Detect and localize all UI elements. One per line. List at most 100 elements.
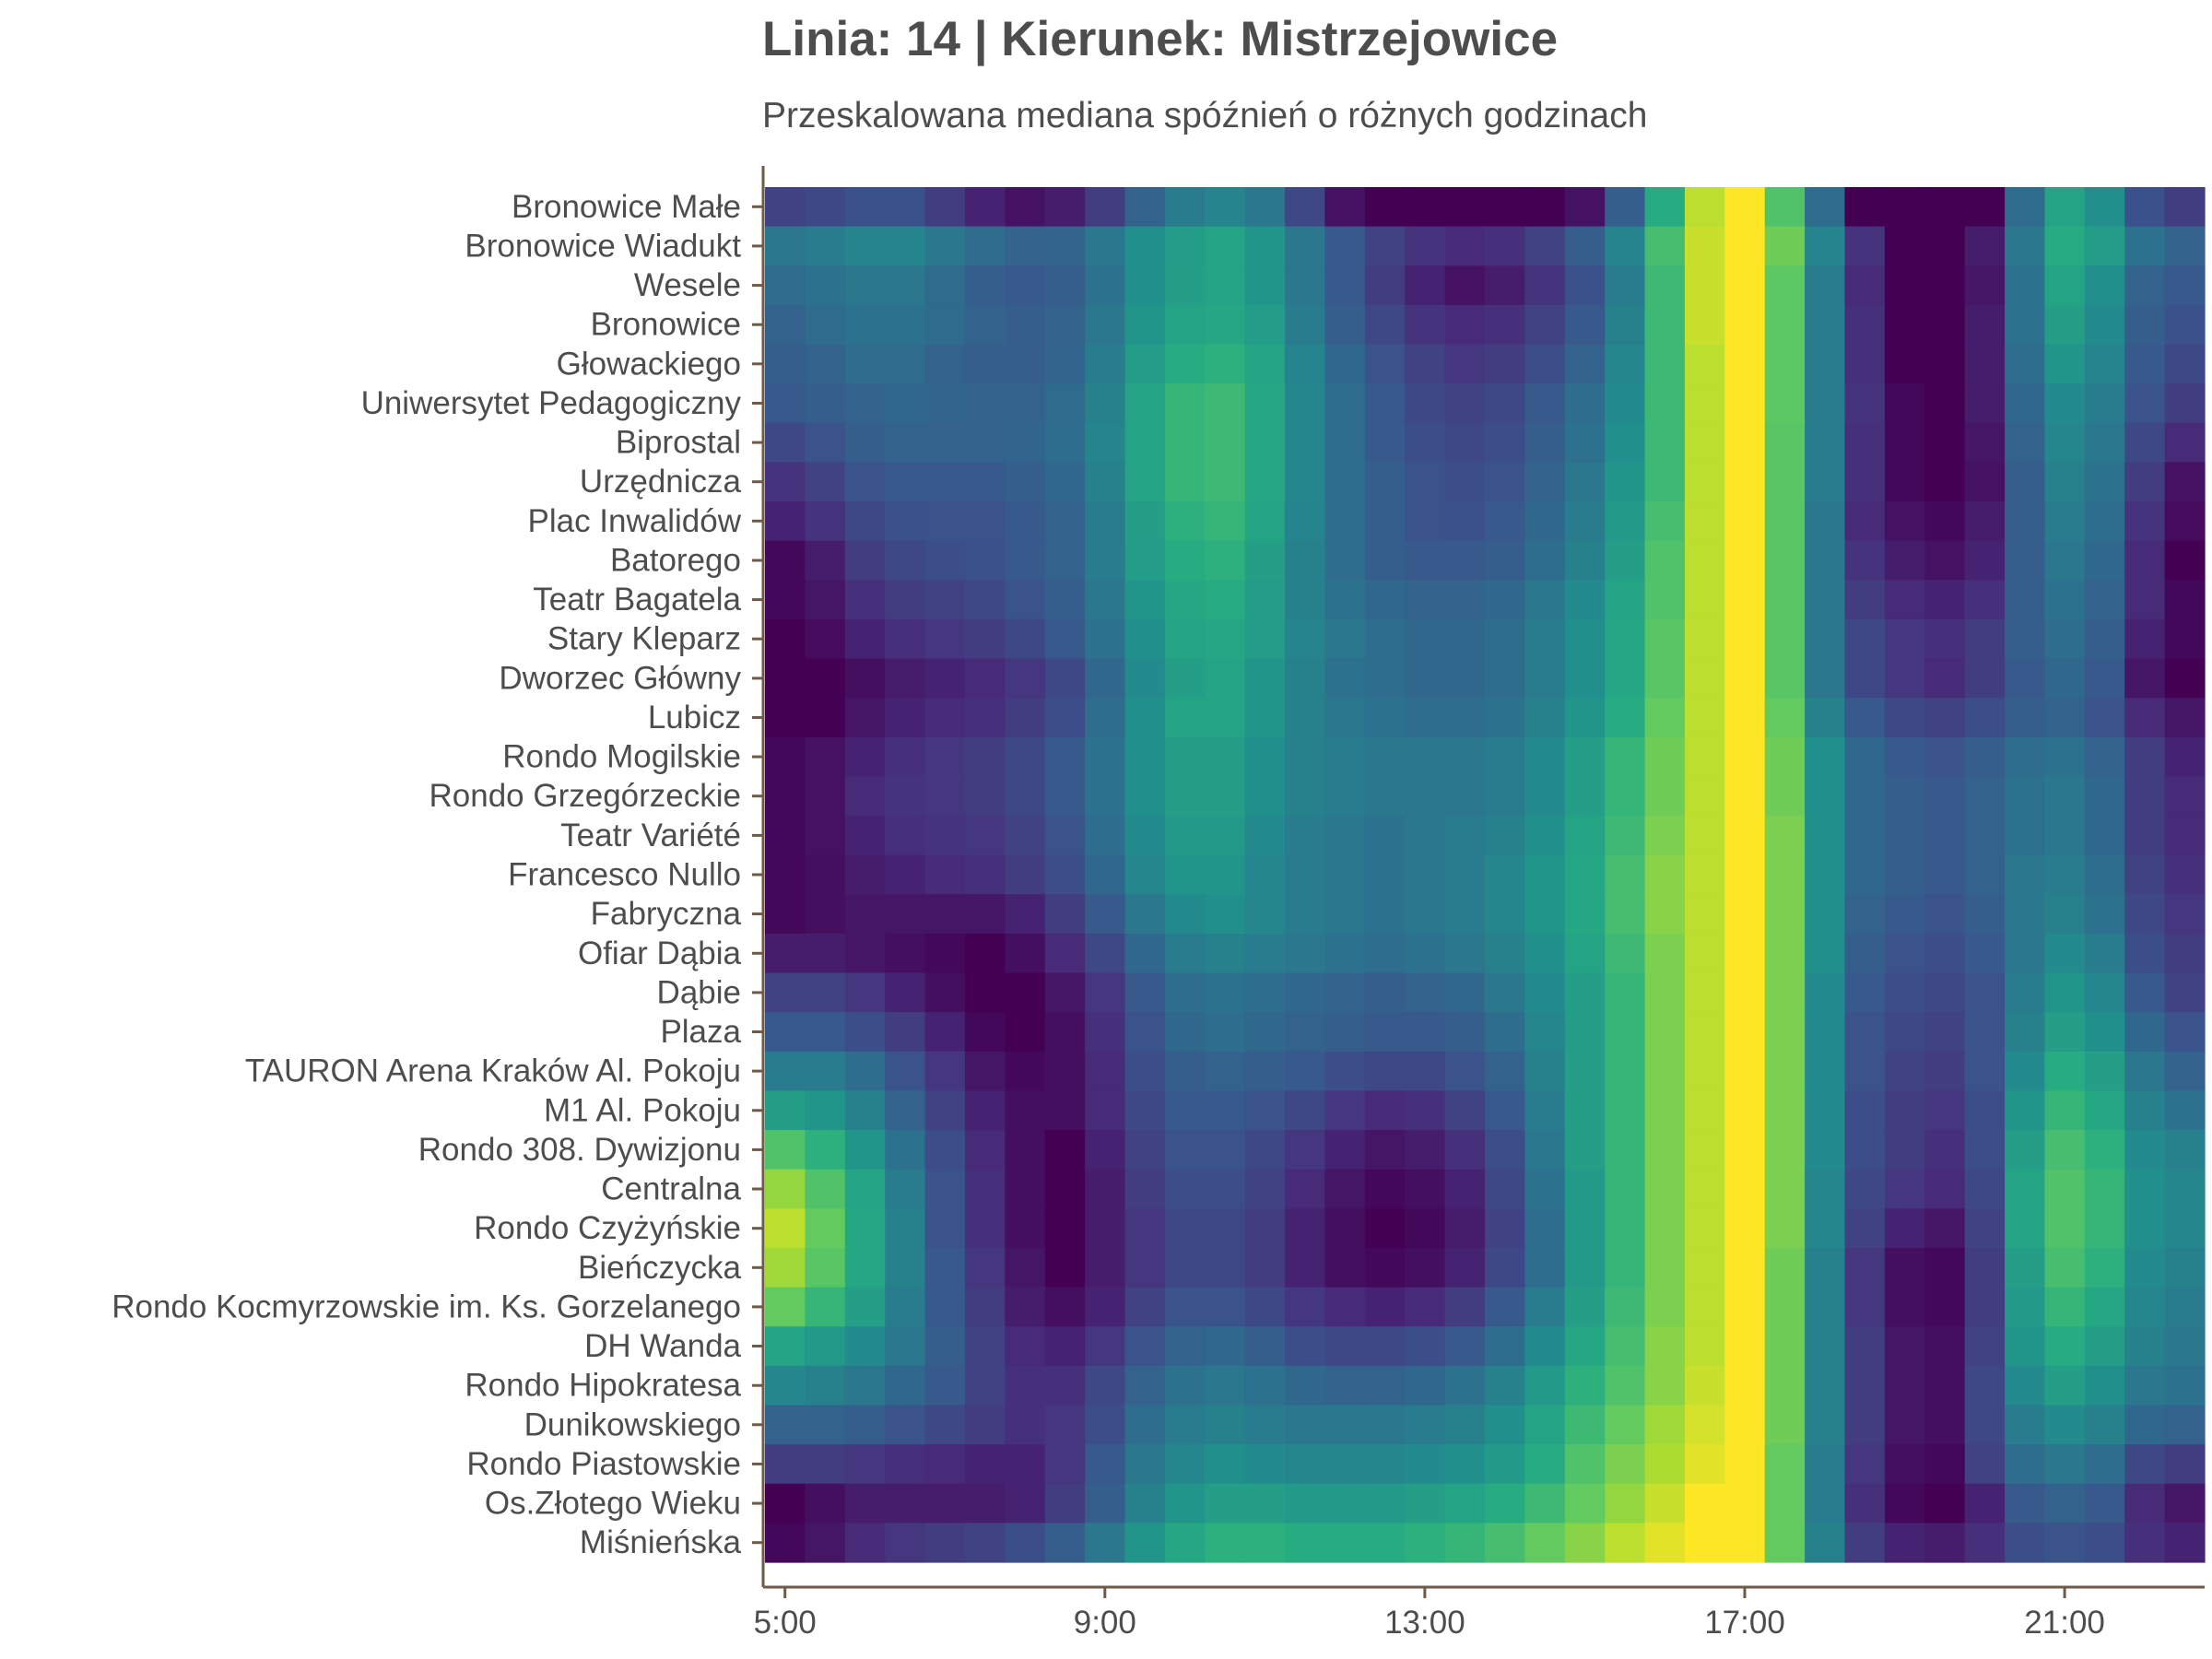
heatmap-cell: [885, 1287, 926, 1327]
hour-label: 13:00: [1384, 1605, 1465, 1641]
heatmap-cell: [964, 658, 1006, 699]
heatmap-cell: [1364, 1208, 1406, 1249]
heatmap-cell: [1644, 187, 1686, 228]
heatmap-cell: [1164, 1247, 1206, 1288]
heatmap-cell: [1964, 1523, 2006, 1563]
heatmap-cell: [1405, 1287, 1446, 1327]
heatmap-cell: [765, 776, 806, 817]
heatmap-cell: [1164, 265, 1206, 306]
heatmap-cell: [1044, 1090, 1086, 1131]
heatmap-cell: [1684, 501, 1725, 542]
heatmap-cell: [2084, 816, 2125, 856]
heatmap-cell: [1244, 1405, 1286, 1445]
heatmap-cell: [1164, 816, 1206, 856]
heatmap-cell: [2124, 658, 2166, 699]
heatmap-cell: [1205, 265, 1246, 306]
heatmap-cell: [1724, 462, 1766, 502]
heatmap-cell: [1964, 1169, 2006, 1209]
heatmap-cell: [964, 816, 1006, 856]
heatmap-cell: [805, 816, 846, 856]
heatmap-cell: [2164, 854, 2206, 895]
heatmap-cell: [1124, 894, 1166, 935]
heatmap-cell: [2084, 265, 2125, 306]
heatmap-cell: [2084, 1326, 2125, 1367]
heatmap-cell: [1124, 1130, 1166, 1171]
heatmap-cell: [1285, 776, 1326, 817]
heatmap-cell: [1205, 698, 1246, 738]
heatmap-cell: [2084, 972, 2125, 1013]
heatmap-cell: [1205, 580, 1246, 620]
heatmap-cell: [1124, 698, 1166, 738]
heatmap-cell: [1444, 1326, 1486, 1367]
stop-label: Bronowice Małe: [512, 189, 741, 225]
heatmap-cell: [2005, 187, 2046, 228]
heatmap-cell: [1844, 226, 1886, 266]
heatmap-cell: [1684, 1090, 1725, 1131]
heatmap-cell: [765, 1051, 806, 1092]
heatmap-cell: [1124, 1326, 1166, 1367]
heatmap-cell: [1164, 1090, 1206, 1131]
heatmap-cell: [1724, 304, 1766, 346]
heatmap-cell: [924, 1247, 966, 1288]
heatmap-cell: [1764, 618, 1806, 660]
heatmap-cell: [924, 1405, 966, 1445]
heatmap-cell: [1805, 894, 1846, 935]
heatmap-cell: [1164, 1287, 1206, 1327]
heatmap-cell: [1684, 265, 1725, 306]
heatmap-cell: [1244, 1208, 1286, 1249]
heatmap-cell: [2005, 1365, 2046, 1406]
heatmap-cell: [1684, 933, 1725, 974]
heatmap-cell: [1724, 580, 1766, 620]
heatmap-cell: [1405, 344, 1446, 384]
heatmap-cell: [1924, 1012, 1966, 1053]
heatmap-cell: [1764, 265, 1806, 306]
heatmap-cell: [1764, 736, 1806, 778]
heatmap-cell: [1164, 540, 1206, 581]
heatmap-cell: [1684, 1523, 1725, 1563]
heatmap-cell: [1805, 1287, 1846, 1327]
heatmap-cell: [765, 1090, 806, 1131]
heatmap-cell: [2124, 383, 2166, 424]
heatmap-cell: [2084, 1130, 2125, 1171]
heatmap-cell: [1005, 1405, 1046, 1445]
heatmap-cell: [1085, 462, 1126, 502]
stop-label: Centralna: [601, 1171, 741, 1207]
heatmap-cell: [1684, 422, 1725, 463]
heatmap-cell: [924, 618, 966, 660]
heatmap-cell: [805, 1444, 846, 1485]
heatmap-cell: [2005, 776, 2046, 817]
heatmap-cell: [964, 187, 1006, 228]
heatmap-cell: [1564, 1090, 1606, 1131]
heatmap-cell: [1844, 383, 1886, 424]
heatmap-cell: [1805, 1483, 1846, 1524]
heatmap-cell: [1444, 422, 1486, 463]
heatmap-cell: [765, 1130, 806, 1171]
heatmap-cell: [1205, 1169, 1246, 1209]
heatmap-cell: [1405, 1169, 1446, 1209]
stop-label: Teatr Variété: [560, 818, 741, 853]
heatmap-cell: [1444, 618, 1486, 660]
heatmap-cell: [1724, 383, 1766, 424]
heatmap-cell: [844, 1483, 886, 1524]
heatmap-cell: [765, 344, 806, 384]
heatmap-cell: [805, 972, 846, 1013]
heatmap-cell: [1964, 776, 2006, 817]
heatmap-cell: [1524, 1326, 1566, 1367]
heatmap-cell: [805, 1130, 846, 1171]
heatmap-cell: [1085, 1287, 1126, 1327]
heatmap-cell: [765, 1405, 806, 1445]
heatmap-cell: [1884, 265, 1925, 306]
heatmap-cell: [2084, 540, 2125, 581]
heatmap-cell: [964, 1365, 1006, 1406]
heatmap-cell: [2044, 658, 2086, 699]
heatmap-cell: [1085, 187, 1126, 228]
heatmap-cell: [1205, 1405, 1246, 1445]
heatmap-cell: [1364, 1090, 1406, 1131]
heatmap-cell: [2084, 1169, 2125, 1209]
heatmap-cell: [2164, 383, 2206, 424]
heatmap-cell: [1405, 1444, 1446, 1485]
heatmap-cell: [1444, 540, 1486, 581]
heatmap-cell: [1524, 658, 1566, 699]
heatmap-cell: [1085, 618, 1126, 660]
heatmap-cell: [1724, 1169, 1766, 1209]
